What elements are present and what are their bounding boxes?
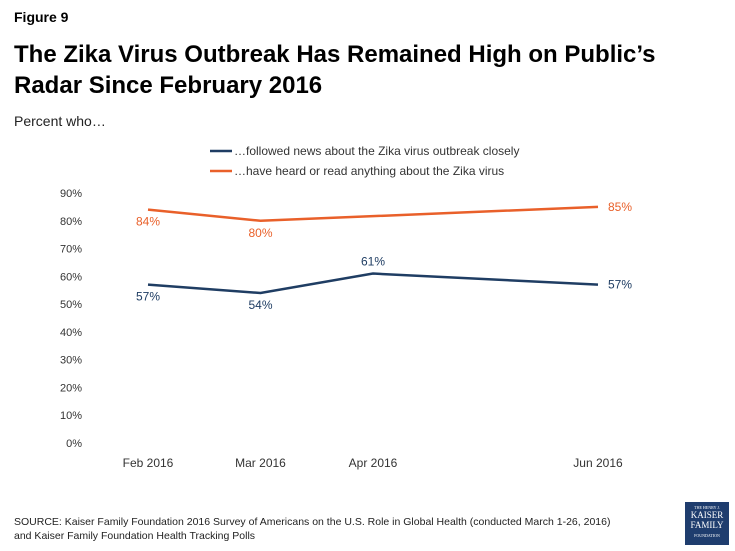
y-tick-label: 70% [60,244,82,256]
data-label: 84% [136,215,160,229]
data-label: 57% [136,290,160,304]
data-label: 54% [248,298,272,312]
y-tick-label: 80% [60,216,82,228]
kff-logo: THE HENRY J. KAISER FAMILY FOUNDATION [685,502,729,545]
y-tick-label: 10% [60,410,82,422]
source-line-1: SOURCE: Kaiser Family Foundation 2016 Su… [14,516,611,528]
y-tick-label: 40% [60,327,82,339]
y-tick-label: 30% [60,355,82,367]
x-tick-label: Mar 2016 [235,456,286,470]
x-tick-label: Jun 2016 [573,456,623,470]
logo-small: THE HENRY J. [694,505,720,510]
data-label: 80% [248,226,272,240]
data-label: 57% [608,278,632,292]
logo-line2: FAMILY [690,520,724,530]
series-line [147,205,599,223]
x-tick-label: Feb 2016 [123,456,174,470]
chart-subtitle: Percent who… [14,113,106,129]
logo-line3: FOUNDATION [694,533,720,538]
figure-label: Figure 9 [14,9,69,25]
x-tick-label: Apr 2016 [349,456,398,470]
legend-label: …have heard or read anything about the Z… [234,164,504,178]
y-tick-label: 90% [60,188,82,200]
data-label: 61% [361,255,385,269]
series-line [147,272,599,295]
y-tick-label: 0% [66,438,82,450]
data-label: 85% [608,200,632,214]
y-tick-label: 20% [60,382,82,394]
y-tick-label: 60% [60,271,82,283]
logo-line1: KAISER [690,510,724,520]
y-tick-label: 50% [60,299,82,311]
source-line-2: and Kaiser Family Foundation Health Trac… [14,530,256,542]
legend-label: …followed news about the Zika virus outb… [234,144,519,158]
source-note: SOURCE: Kaiser Family Foundation 2016 Su… [14,515,610,543]
chart-title: The Zika Virus Outbreak Has Remained Hig… [14,41,656,99]
